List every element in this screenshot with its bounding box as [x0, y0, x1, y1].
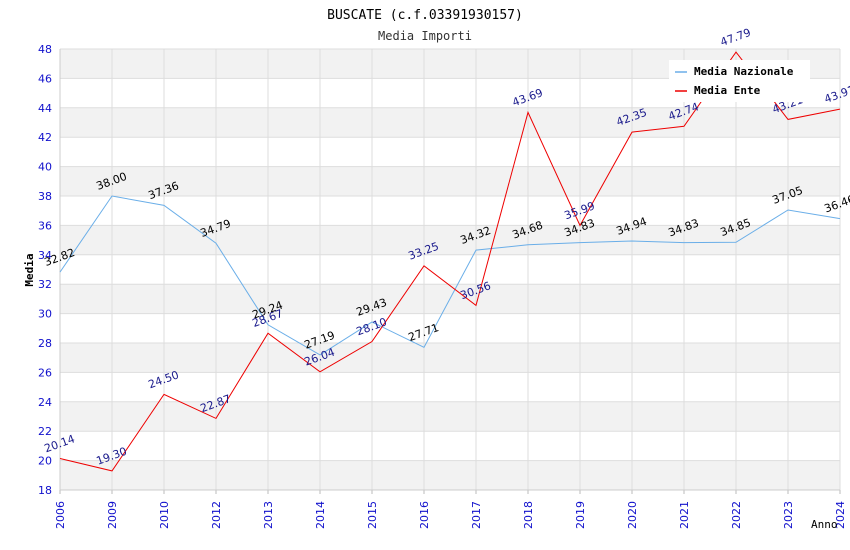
- y-tick-label: 44: [38, 102, 52, 115]
- x-tick-labels: 2006 2009 2010 2012 2013 2014 2015 2016 2017 2018…: [54, 501, 847, 529]
- x-tick-label: 2020: [626, 501, 639, 529]
- data-label: 43.91: [823, 83, 850, 106]
- legend-box: [669, 60, 810, 102]
- x-tick-label: 2017: [470, 501, 483, 529]
- x-tick-label: 2014: [314, 501, 327, 529]
- y-tick-label: 24: [38, 396, 52, 409]
- y-tick-label: 40: [38, 161, 52, 174]
- x-tick-label: 2015: [366, 501, 379, 529]
- y-tick-label: 32: [38, 278, 52, 291]
- x-tick-label: 2012: [210, 501, 223, 529]
- chart-title: BUSCATE (c.f.03391930157): [327, 8, 523, 23]
- data-label: 47.79: [719, 26, 753, 49]
- grid-band: [60, 460, 840, 490]
- x-tick-label: 2024: [834, 501, 847, 529]
- y-tick-labels: 18 20 22 24 26 28 30 32 34 36 38 40 42 44 46 48: [38, 43, 52, 497]
- legend-label-nazionale: Media Nazionale: [694, 65, 794, 78]
- grid-band: [60, 166, 840, 196]
- x-tick-label: 2023: [782, 501, 795, 529]
- y-tick-label: 46: [38, 72, 52, 85]
- y-tick-label: 36: [38, 219, 52, 232]
- grid-band: [60, 225, 840, 255]
- x-axis-label: Anno: [811, 518, 838, 531]
- chart-subtitle: Media Importi: [378, 29, 472, 43]
- y-tick-label: 28: [38, 337, 52, 350]
- y-tick-label: 48: [38, 43, 52, 56]
- y-tick-label: 26: [38, 366, 52, 379]
- x-tick-label: 2018: [522, 501, 535, 529]
- x-tick-label: 2019: [574, 501, 587, 529]
- plot-bands: [60, 49, 840, 490]
- y-tick-label: 30: [38, 308, 52, 321]
- x-tick-label: 2010: [158, 501, 171, 529]
- x-tick-label: 2016: [418, 501, 431, 529]
- series-line-nazionale: [59, 195, 841, 356]
- y-tick-label: 38: [38, 190, 52, 203]
- legend: Media Nazionale Media Ente: [669, 60, 810, 102]
- y-tick-label: 42: [38, 131, 52, 144]
- y-tick-label: 22: [38, 425, 52, 438]
- x-tick-label: 2021: [678, 501, 691, 529]
- y-axis-label: Media: [23, 253, 36, 286]
- x-tick-label: 2009: [106, 501, 119, 529]
- legend-label-ente: Media Ente: [694, 84, 761, 97]
- y-tick-label: 34: [38, 249, 52, 262]
- x-tick-label: 2022: [730, 501, 743, 529]
- y-tick-label: 18: [38, 484, 52, 497]
- y-tick-label: 20: [38, 455, 52, 468]
- grid-band: [60, 107, 840, 138]
- grid-band: [60, 401, 840, 432]
- grid-band: [60, 343, 840, 373]
- x-tick-label: 2013: [262, 501, 275, 529]
- x-tick-label: 2006: [54, 501, 67, 529]
